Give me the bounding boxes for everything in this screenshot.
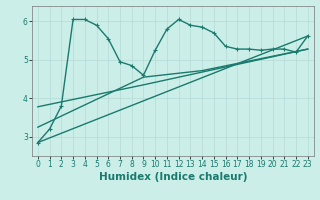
X-axis label: Humidex (Indice chaleur): Humidex (Indice chaleur) bbox=[99, 172, 247, 182]
